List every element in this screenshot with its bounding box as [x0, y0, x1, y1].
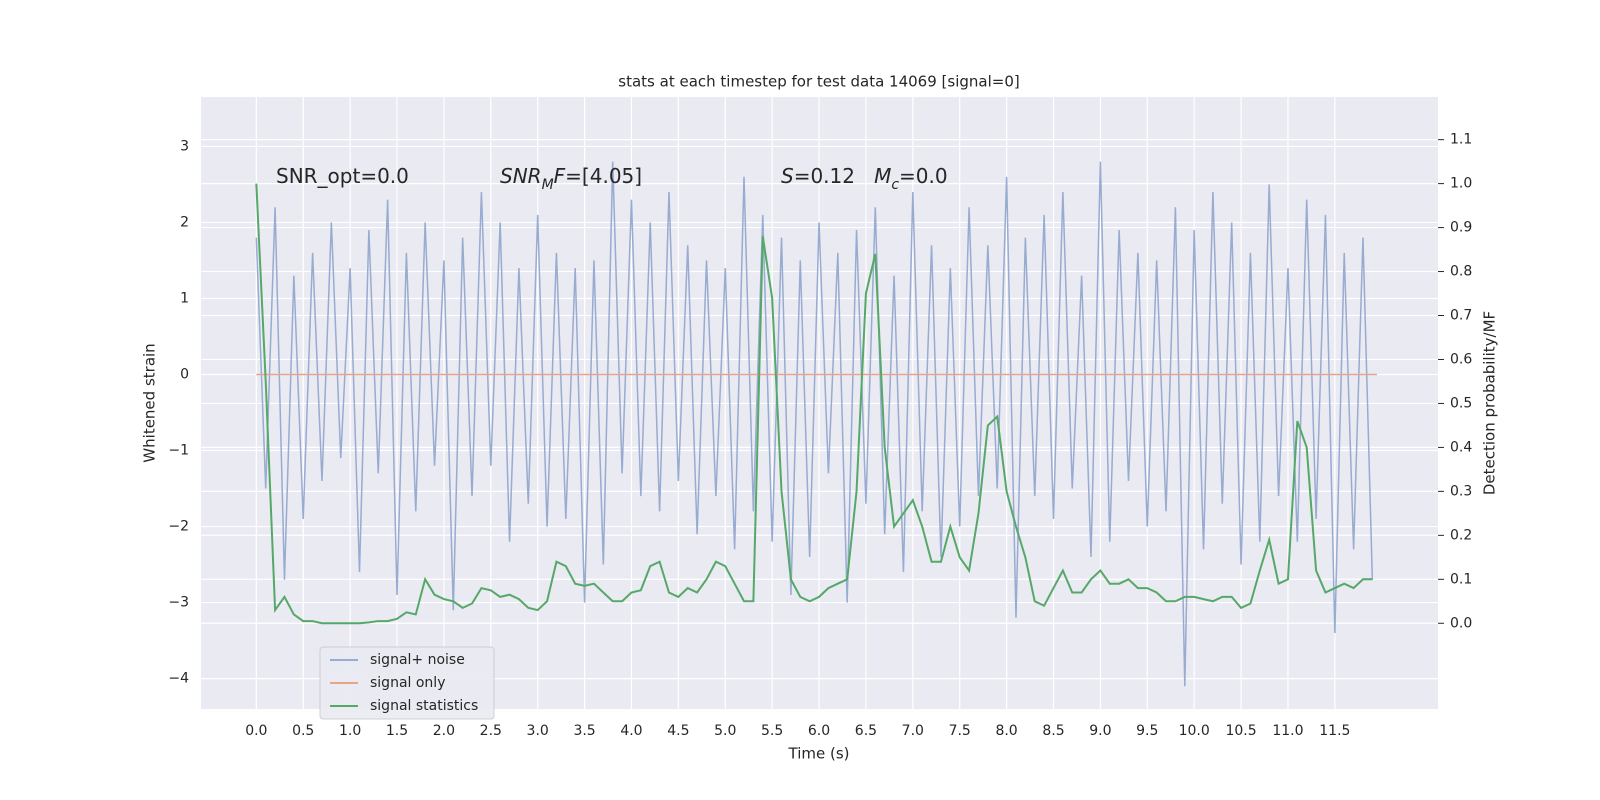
x-tick-label: 7.0 [902, 723, 924, 739]
annotation: S=0.12 Mc=0.0 [781, 164, 948, 194]
chart-title: stats at each timestep for test data 140… [618, 73, 1019, 91]
x-tick-label: 6.5 [855, 723, 877, 739]
annotation-part: M [542, 177, 554, 193]
x-tick-label: 6.0 [808, 723, 830, 739]
annotation-part: =0.12 [794, 164, 874, 188]
y2-tick-label: 0.8 [1450, 264, 1472, 280]
y-tick-label: 3 [180, 138, 189, 154]
y2-tick-label: 0.5 [1450, 395, 1472, 411]
x-tick-label: 2.0 [433, 723, 455, 739]
y2-tick-label: 0.9 [1450, 220, 1472, 236]
y-axis-label: Whitened strain [141, 343, 159, 462]
legend: signal+ noise signal only signal statistic… [319, 646, 495, 720]
y-tick-label: −1 [168, 443, 189, 459]
y-tick-label: −4 [168, 671, 189, 687]
y2-tick-label: 0.6 [1450, 351, 1472, 367]
x-tick-label: 4.5 [667, 723, 689, 739]
annotation-part: c [891, 177, 899, 193]
x-tick-label: 5.0 [714, 723, 736, 739]
x-tick-label: 1.5 [386, 723, 408, 739]
x-tick-label: 7.5 [949, 723, 971, 739]
y2-tick-label: 0.2 [1450, 527, 1472, 543]
x-tick-label: 0.5 [292, 723, 314, 739]
y2-tick-label: 0.3 [1450, 483, 1472, 499]
y-tick-label: 0 [180, 366, 189, 382]
x-tick-label: 1.0 [339, 723, 361, 739]
legend-box [319, 646, 495, 720]
x-tick-label: 4.0 [620, 723, 642, 739]
annotation-part: F [554, 164, 566, 188]
x-tick-label: 2.5 [480, 723, 502, 739]
x-tick-label: 11.5 [1319, 723, 1350, 739]
x-tick-label: 10.5 [1225, 723, 1256, 739]
y2-axis-label: Detection probability/MF [1481, 311, 1499, 495]
y2-tick-label: 0.0 [1450, 615, 1472, 631]
series-line [255, 161, 1374, 687]
y2-tick-label: 0.1 [1450, 571, 1472, 587]
y2-tick-label: 0.4 [1450, 439, 1472, 455]
annotation: SNR_opt=0.0 [276, 164, 409, 188]
annotation-part: =0.0 [899, 164, 948, 188]
x-tick-label: 8.5 [1042, 723, 1064, 739]
annotation-part: SNR [500, 164, 542, 188]
x-tick-label: 5.5 [761, 723, 783, 739]
annotation: SNRMF=[4.05] [500, 164, 642, 194]
legend-label: signal+ noise [370, 652, 465, 668]
x-tick-label: 9.5 [1136, 723, 1158, 739]
y-tick-label: −3 [168, 595, 189, 611]
legend-label: signal only [370, 675, 445, 691]
series-line [255, 183, 1373, 625]
y2-tick-label: 1.0 [1450, 176, 1472, 192]
y2-tick-label: 1.1 [1450, 132, 1472, 148]
x-axis-label: Time (s) [788, 745, 850, 763]
annotation-part: M [874, 164, 891, 188]
x-tick-label: 8.0 [995, 723, 1017, 739]
y2-tick-label: 0.7 [1450, 308, 1472, 324]
annotation-part: S [781, 164, 794, 188]
x-tick-label: 9.0 [1089, 723, 1111, 739]
annotation-part: =[4.05] [565, 164, 642, 188]
x-tick-label: 11.0 [1272, 723, 1303, 739]
x-tick-label: 3.0 [527, 723, 549, 739]
y-tick-label: −2 [168, 519, 189, 535]
y-tick-label: 2 [180, 214, 189, 230]
y-tick-label: 1 [180, 290, 189, 306]
legend-label: signal statistics [370, 698, 478, 714]
annotation-part: SNR_opt=0.0 [276, 164, 409, 188]
x-tick-label: 3.5 [573, 723, 595, 739]
x-tick-label: 10.0 [1179, 723, 1210, 739]
x-tick-label: 0.0 [245, 723, 267, 739]
